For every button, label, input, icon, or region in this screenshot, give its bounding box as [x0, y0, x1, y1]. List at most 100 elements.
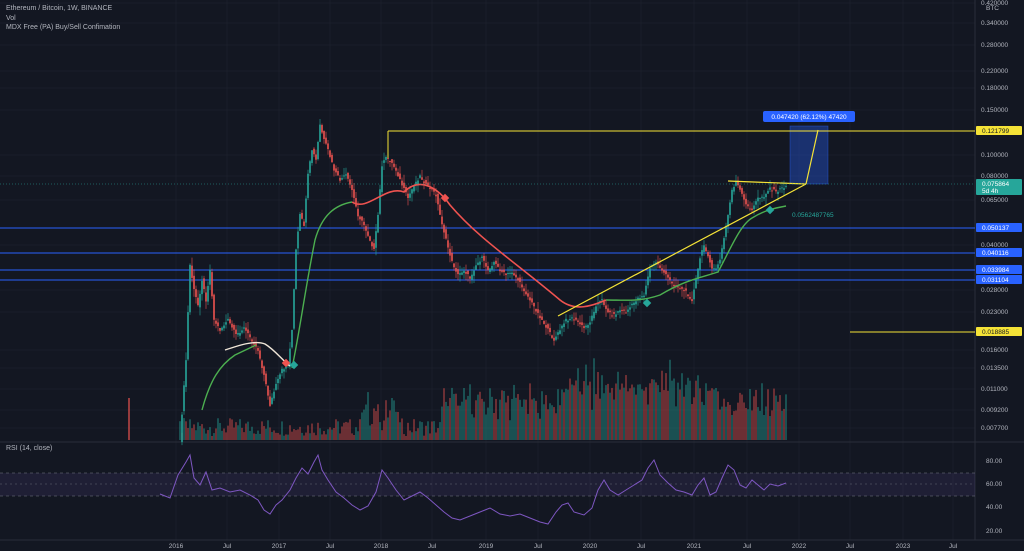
candle-body — [229, 319, 231, 324]
candle-body — [609, 310, 611, 313]
candle-body — [375, 231, 377, 248]
symbol-title[interactable]: Ethereum / Bitcoin, 1W, BINANCE — [6, 5, 113, 12]
candle-body — [535, 309, 537, 312]
volume-bar — [461, 401, 463, 440]
volume-bar — [305, 432, 307, 440]
volume-bar — [481, 398, 483, 440]
volume-bar — [747, 409, 749, 440]
candle-body — [345, 174, 347, 176]
candle-body — [305, 198, 307, 223]
price-tag-label: 0.075864 — [982, 181, 1009, 188]
volume-indicator-label[interactable]: Vol — [6, 14, 16, 22]
time-tick-label: 2022 — [792, 543, 807, 550]
candle-body — [637, 297, 639, 300]
candle-body — [453, 263, 455, 268]
volume-bar — [479, 391, 481, 440]
candle-body — [219, 327, 221, 331]
volume-bar — [701, 401, 703, 440]
candle-body — [259, 350, 261, 359]
volume-bar — [187, 428, 189, 440]
volume-bar — [613, 399, 615, 440]
volume-bar — [303, 435, 305, 440]
rsi-indicator-label[interactable]: RSI (14, close) — [6, 445, 53, 452]
volume-bar — [577, 368, 579, 440]
candle-body — [475, 265, 477, 270]
volume-bar — [415, 431, 417, 440]
volume-bar — [193, 424, 195, 440]
candle-body — [553, 337, 555, 341]
volume-bar — [545, 395, 547, 440]
candle-body — [531, 298, 533, 303]
candle-body — [385, 156, 387, 160]
volume-bar — [715, 387, 717, 440]
candle-body — [593, 311, 595, 319]
candle-body — [471, 274, 473, 280]
volume-bar — [391, 397, 393, 440]
price-tick-label: 0.009200 — [981, 407, 1008, 414]
price-tag-bg — [976, 179, 1022, 195]
volume-bar — [539, 418, 541, 440]
volume-bar — [295, 430, 297, 440]
volume-bar — [413, 419, 415, 440]
volume-bar — [513, 384, 515, 440]
candle-body — [739, 185, 741, 190]
time-axis[interactable]: 2016 Jul 2017 Jul 2018 Jul 2019 Jul 2020 Jul 2021 J… — [169, 543, 958, 550]
volume-bar — [583, 381, 585, 440]
volume-bar — [709, 390, 711, 440]
volume-bar — [317, 422, 319, 440]
candle-body — [539, 315, 541, 319]
volume-bar — [319, 428, 321, 440]
volume-bar — [779, 395, 781, 440]
candle-body — [255, 343, 257, 347]
candle-body — [217, 322, 219, 327]
mdx-indicator-label[interactable]: MDX Free (PA) Buy/Sell Confimation — [6, 24, 121, 31]
candle-body — [225, 322, 227, 325]
candle-body — [293, 289, 295, 329]
candle-body — [315, 154, 317, 160]
volume-bar — [397, 411, 399, 440]
volume-bar — [627, 391, 629, 440]
volume-bar — [361, 412, 363, 440]
candle-body — [393, 163, 395, 167]
candle-body — [585, 325, 587, 328]
volume-bar — [329, 427, 331, 440]
trendlines[interactable] — [0, 129, 975, 333]
candle-body — [467, 270, 469, 275]
volume-bar — [315, 435, 317, 440]
volume-bar — [291, 431, 293, 440]
volume-bar — [621, 383, 623, 440]
time-tick-label: 2020 — [583, 543, 598, 550]
rsi-pane: 80.00 60.00 40.00 20.00 — [0, 453, 1003, 535]
annotation-value: 0.0562487765 — [792, 212, 834, 219]
volume-bar — [683, 396, 685, 440]
volume-bar — [441, 406, 443, 440]
volume-bar — [509, 420, 511, 440]
candle-body — [257, 348, 259, 351]
measure-box[interactable] — [789, 125, 829, 185]
candle-body — [369, 236, 371, 241]
candle-body — [365, 226, 367, 231]
volume-bar — [301, 432, 303, 440]
volume-bar — [313, 432, 315, 440]
candle-body — [747, 204, 749, 207]
volume-bar — [753, 396, 755, 440]
volume-bar — [729, 404, 731, 440]
price-tick-label: 0.080000 — [981, 173, 1008, 180]
volume-bar — [405, 435, 407, 440]
candle-body — [487, 266, 489, 271]
volume-bar — [483, 401, 485, 440]
candle-body — [647, 276, 649, 286]
candle-body — [707, 252, 709, 257]
volume-bar — [393, 400, 395, 440]
volume-bar — [689, 380, 691, 440]
time-tick-label: Jul — [846, 543, 855, 550]
candle-body — [419, 175, 421, 178]
candle-body — [435, 194, 437, 197]
candle-body — [371, 242, 373, 247]
volume-bar — [419, 421, 421, 440]
volume-bar — [717, 391, 719, 440]
volume-bar — [429, 433, 431, 440]
volume-bar — [649, 383, 651, 440]
